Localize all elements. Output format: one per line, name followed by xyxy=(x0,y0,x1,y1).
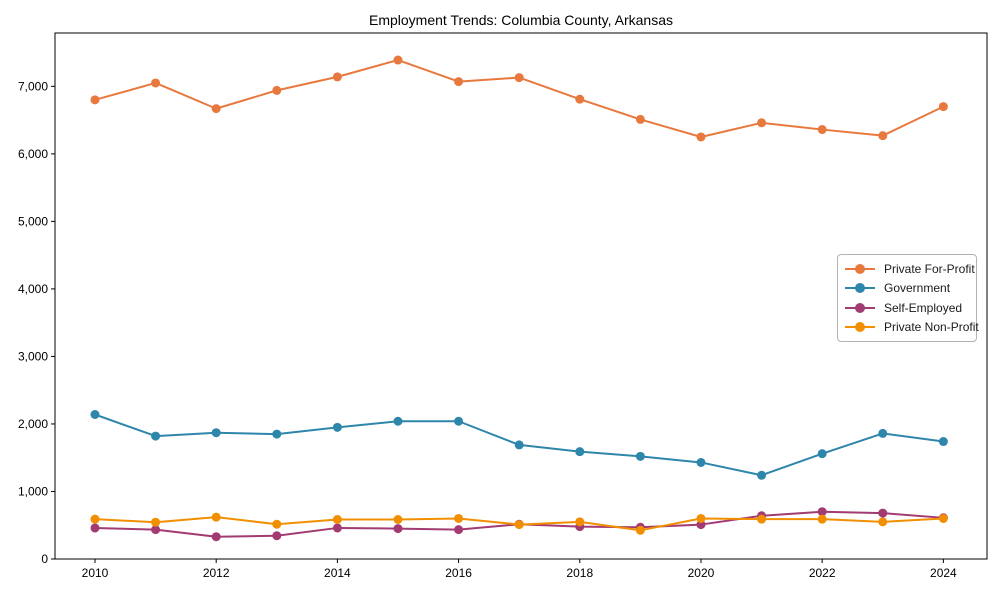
line-dot-marker-icon xyxy=(845,263,875,274)
data-point-private-for-profit-2013 xyxy=(272,85,282,95)
y-tick-label: 3,000 xyxy=(18,349,48,363)
x-tick-label: 2010 xyxy=(82,566,109,580)
data-point-private-for-profit-2015 xyxy=(393,55,403,65)
data-point-government-2015 xyxy=(393,416,403,426)
data-point-private-non-profit-2010 xyxy=(90,514,100,524)
legend-label: Government xyxy=(884,281,951,296)
data-point-self-employed-2012 xyxy=(211,532,221,542)
y-tick-label: 2,000 xyxy=(18,417,48,431)
line-dot-marker-icon xyxy=(845,302,875,313)
data-point-self-employed-2023 xyxy=(878,508,888,518)
data-point-private-for-profit-2017 xyxy=(514,73,524,83)
data-point-self-employed-2015 xyxy=(393,524,403,534)
legend-item-private-for-profit: Private For-Profit xyxy=(845,260,975,278)
plot-border xyxy=(54,32,988,560)
data-point-private-non-profit-2012 xyxy=(211,512,221,522)
data-point-private-for-profit-2011 xyxy=(151,78,161,88)
data-point-self-employed-2014 xyxy=(332,523,342,533)
legend: Private For-Profit Government Self-Emplo… xyxy=(837,254,979,342)
data-point-self-employed-2016 xyxy=(454,525,464,535)
data-point-government-2012 xyxy=(211,428,221,438)
data-point-private-for-profit-2014 xyxy=(332,72,342,82)
data-point-government-2021 xyxy=(757,470,767,480)
data-point-private-non-profit-2023 xyxy=(878,517,888,527)
data-point-private-non-profit-2014 xyxy=(332,514,342,524)
y-tick-label: 6,000 xyxy=(18,147,48,161)
legend-item-private-non-profit: Private Non-Profit xyxy=(845,318,979,336)
data-point-private-non-profit-2020 xyxy=(696,513,706,523)
data-point-private-non-profit-2018 xyxy=(575,517,585,527)
data-point-private-non-profit-2019 xyxy=(635,525,645,535)
line-dot-marker-icon xyxy=(845,283,875,294)
data-point-government-2013 xyxy=(272,429,282,439)
chart-title: Employment Trends: Columbia County, Arka… xyxy=(369,12,673,28)
legend-label: Private Non-Profit xyxy=(884,320,979,335)
data-point-private-non-profit-2011 xyxy=(151,517,161,527)
data-point-self-employed-2010 xyxy=(90,523,100,533)
data-point-self-employed-2011 xyxy=(151,525,161,535)
data-point-private-for-profit-2019 xyxy=(635,114,645,124)
data-point-self-employed-2013 xyxy=(272,531,282,541)
y-tick-label: 5,000 xyxy=(18,214,48,228)
legend-item-self-employed: Self-Employed xyxy=(845,299,972,317)
data-point-private-for-profit-2020 xyxy=(696,132,706,142)
data-point-government-2011 xyxy=(151,431,161,441)
data-point-government-2023 xyxy=(878,428,888,438)
legend-label: Self-Employed xyxy=(884,300,963,315)
data-point-government-2014 xyxy=(332,422,342,432)
x-tick-label: 2022 xyxy=(809,566,836,580)
data-point-government-2017 xyxy=(514,440,524,450)
legend-label: Private For-Profit xyxy=(884,261,975,276)
data-point-self-employed-2022 xyxy=(817,507,827,517)
data-point-private-for-profit-2024 xyxy=(938,102,948,112)
x-tick-label: 2024 xyxy=(930,566,957,580)
data-point-private-non-profit-2015 xyxy=(393,514,403,524)
x-tick-label: 2014 xyxy=(324,566,351,580)
data-point-private-for-profit-2018 xyxy=(575,94,585,104)
data-point-private-for-profit-2021 xyxy=(757,118,767,128)
data-point-government-2022 xyxy=(817,449,827,459)
data-point-private-for-profit-2023 xyxy=(878,131,888,141)
line-dot-marker-icon xyxy=(845,322,875,333)
data-point-government-2010 xyxy=(90,410,100,420)
x-tick-label: 2016 xyxy=(445,566,472,580)
data-point-private-non-profit-2024 xyxy=(938,513,948,523)
legend-item-government: Government xyxy=(845,279,972,297)
data-point-government-2020 xyxy=(696,457,706,467)
y-tick-label: 0 xyxy=(41,552,48,566)
data-point-private-non-profit-2016 xyxy=(454,513,464,523)
x-tick-label: 2018 xyxy=(566,566,593,580)
data-point-government-2018 xyxy=(575,447,585,457)
x-tick-label: 2020 xyxy=(688,566,715,580)
y-tick-label: 7,000 xyxy=(18,79,48,93)
data-point-government-2016 xyxy=(454,416,464,426)
data-point-private-non-profit-2017 xyxy=(514,520,524,530)
data-point-private-for-profit-2022 xyxy=(817,125,827,135)
x-tick-label: 2012 xyxy=(203,566,230,580)
data-point-government-2019 xyxy=(635,451,645,461)
y-tick-label: 1,000 xyxy=(18,484,48,498)
data-point-government-2024 xyxy=(938,437,948,447)
data-point-private-non-profit-2021 xyxy=(757,514,767,524)
series-line-private-for-profit xyxy=(94,59,944,138)
data-point-private-for-profit-2010 xyxy=(90,95,100,105)
data-point-private-for-profit-2016 xyxy=(454,77,464,87)
y-tick-label: 4,000 xyxy=(18,282,48,296)
data-point-private-non-profit-2022 xyxy=(817,514,827,524)
data-point-private-non-profit-2013 xyxy=(272,519,282,529)
data-point-private-for-profit-2012 xyxy=(211,104,221,114)
